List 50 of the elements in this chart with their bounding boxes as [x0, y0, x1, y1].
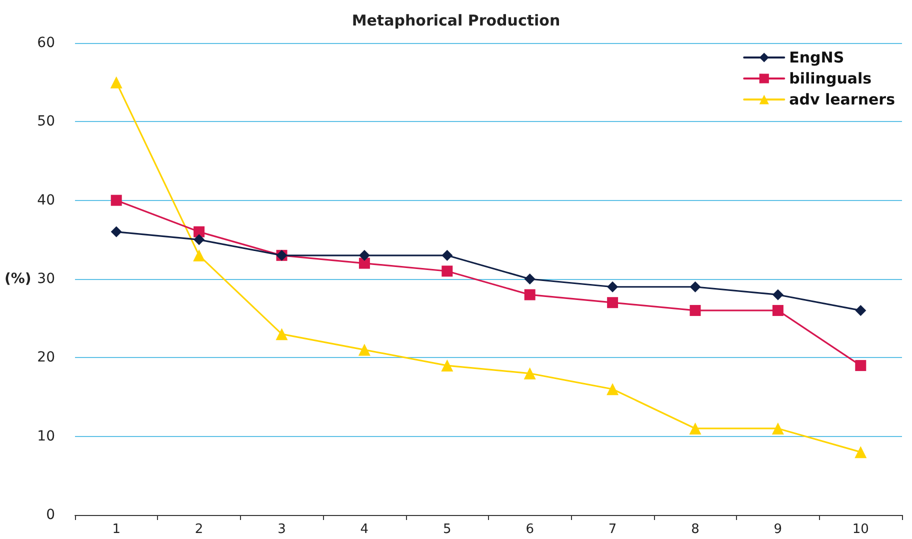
- point: [358, 344, 370, 356]
- x-tick-label: 6: [526, 522, 534, 537]
- point: [607, 281, 618, 292]
- point: [855, 360, 866, 372]
- point: [524, 367, 536, 380]
- x-tick-label: 3: [278, 522, 286, 537]
- y-axis-title: (%): [4, 271, 32, 287]
- point: [110, 226, 122, 238]
- x-tick-label: 2: [194, 522, 204, 537]
- x-tick-label: 9: [774, 522, 782, 537]
- y-tick-label: 20: [37, 350, 55, 366]
- point: [194, 226, 205, 238]
- point: [358, 258, 370, 269]
- y-tick-label: 10: [37, 428, 55, 444]
- x-tick-label: 7: [608, 522, 617, 537]
- point: [524, 274, 536, 284]
- point: [855, 304, 866, 316]
- y-tick-label: 50: [37, 114, 55, 130]
- point: [690, 281, 701, 292]
- x-tick-label: 5: [443, 522, 452, 537]
- point: [772, 422, 784, 434]
- point: [441, 360, 454, 372]
- legend-label: adv learners: [789, 90, 896, 108]
- point: [772, 289, 784, 300]
- point: [110, 76, 122, 88]
- point: [689, 422, 702, 434]
- y-tick-label: 40: [37, 192, 55, 208]
- x-tick-label: 1: [112, 522, 120, 537]
- point: [854, 446, 867, 458]
- y-tick-label: 30: [37, 271, 55, 287]
- x-tick-label: 10: [852, 522, 869, 537]
- y-tick-label: 0: [46, 507, 55, 523]
- point: [442, 250, 453, 261]
- x-tick-label: 8: [691, 522, 700, 537]
- point: [524, 289, 536, 300]
- point: [607, 297, 618, 308]
- x-tick-label: 4: [360, 522, 369, 537]
- point: [690, 304, 701, 316]
- chart-title: Metaphorical Production: [352, 12, 560, 30]
- point: [442, 266, 453, 277]
- legend-label: EngNS: [789, 48, 844, 66]
- legend-label: bilinguals: [789, 70, 872, 88]
- point: [358, 250, 370, 261]
- point: [772, 304, 784, 316]
- point: [606, 383, 619, 396]
- point: [276, 328, 288, 340]
- point: [194, 234, 205, 246]
- point: [193, 249, 206, 262]
- point: [110, 194, 122, 206]
- y-tick-label: 60: [37, 35, 55, 51]
